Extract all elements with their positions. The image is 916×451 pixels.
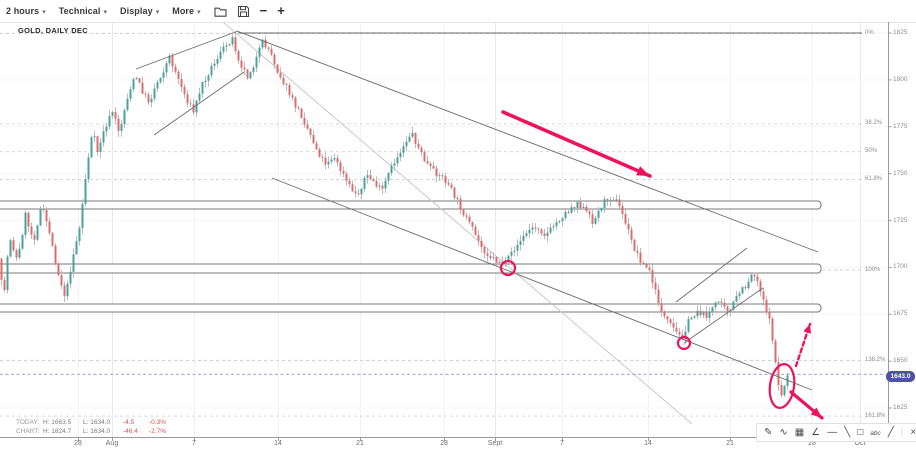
time-tick-label: 7 <box>560 440 564 447</box>
time-tick-label: Sept <box>487 440 503 447</box>
fib-grid-tool-icon[interactable]: ▦ <box>794 427 805 438</box>
price-tick-label: 1625 <box>893 404 908 411</box>
last-price-tag: 1643.0 <box>886 370 915 382</box>
price-tick-label: 1775 <box>893 122 908 130</box>
diagonal-line-tool-icon[interactable]: ╲ <box>844 427 851 438</box>
chart-high: H: 1824.7 <box>43 428 72 435</box>
today-low: L: 1634.0 <box>83 419 111 426</box>
chevron-down-icon: ▾ <box>197 8 201 16</box>
low-candles-ellipse[interactable] <box>767 363 797 410</box>
support-zone-band-2[interactable] <box>0 303 822 313</box>
fib-level-label: 100% <box>865 266 881 273</box>
fib-level-label: 161.8% <box>865 412 886 419</box>
ohlc-stats: TODAY: H: 1663.5 L: 1634.0 -4.5 -0.3% CHART:… <box>16 418 175 436</box>
menu-technical-label: Technical <box>58 6 101 16</box>
continuation-down-arrow-head <box>810 407 822 418</box>
chart-area[interactable]: GOLD, DAILY DEC 0% 38.2% 50% 61.8% 100% 138.2… <box>0 22 916 451</box>
resistance-zone-band[interactable] <box>0 200 822 210</box>
fib-level-label: 0% <box>865 30 874 37</box>
chart-low: L: 1634.0 <box>83 428 111 435</box>
today-high: H: 1663.5 <box>43 419 72 426</box>
horizontal-line-tool-icon[interactable]: — <box>827 427 838 438</box>
fib-level-label: 38.2% <box>865 120 883 127</box>
chevron-down-icon: ▾ <box>155 8 160 16</box>
today-label: TODAY: <box>16 419 40 426</box>
candlestick-series <box>0 32 789 398</box>
today-change: -4.5 <box>123 419 135 426</box>
close-toolbar-icon[interactable]: × <box>910 427 916 438</box>
today-change-pct: -0.3% <box>149 419 166 426</box>
top-toolbar: 2 hours ▾ Technical ▾ Display ▾ More ▾ −… <box>0 0 916 23</box>
symbol-label: GOLD, DAILY DEC <box>18 26 88 35</box>
text-tool-icon[interactable]: abc <box>870 430 881 437</box>
time-tick-label: 14 <box>274 440 282 447</box>
chart-change: -46.4 <box>123 428 138 435</box>
time-tick-label: 14 <box>644 440 652 447</box>
channel-lower-line[interactable] <box>271 177 813 391</box>
menu-more-label: More <box>172 6 195 16</box>
drawing-toolbar: ✎ ∿ ▦ ∠ — ╲ □ abc ╱ | × <box>756 423 916 442</box>
interval-menu[interactable]: 2 hours ▾ <box>6 6 46 16</box>
time-tick-label: Aug <box>105 440 119 447</box>
price-tick-label: 1800 <box>893 75 908 83</box>
wedge-lower-line[interactable] <box>153 71 245 136</box>
menu-more[interactable]: More ▾ <box>172 6 200 16</box>
breakdown-circle-2[interactable] <box>676 335 692 351</box>
fib-level-label: 138.2% <box>865 356 886 363</box>
price-tick-label: 1750 <box>893 169 908 177</box>
bounce-up-arrow-head <box>803 324 811 334</box>
fib-level-label: 61.8% <box>865 176 883 183</box>
time-tick-label: 28 <box>74 440 82 447</box>
chevron-down-icon: ▾ <box>42 8 46 16</box>
candlestick-chart[interactable] <box>0 22 916 451</box>
time-tick-label: 28 <box>440 440 448 447</box>
time-tick-label: 21 <box>726 440 734 447</box>
chart-label: CHART: <box>16 428 40 435</box>
save-icon[interactable] <box>237 5 250 18</box>
chevron-down-icon: ▾ <box>103 8 107 16</box>
breakdown-circle-1[interactable] <box>499 259 517 277</box>
price-tick-label: 1675 <box>893 310 908 318</box>
support-zone-band-1[interactable] <box>0 263 822 274</box>
time-tick-label: 28 <box>808 440 816 447</box>
zoom-in-button[interactable]: + <box>277 3 285 18</box>
downtrend-arrow-head <box>636 166 650 176</box>
wedge-upper-line[interactable] <box>135 30 239 70</box>
menu-technical[interactable]: Technical ▾ <box>59 6 107 16</box>
zoom-out-button[interactable]: − <box>259 3 268 18</box>
menu-display[interactable]: Display ▾ <box>120 6 159 16</box>
channel-upper-line[interactable] <box>236 30 819 253</box>
chart-stats-row: CHART: H: 1824.7 L: 1634.0 -46.4 -2.7% <box>16 427 175 436</box>
downtrend-arrow[interactable] <box>501 110 652 178</box>
flag-upper-line[interactable] <box>675 247 748 303</box>
interval-label: 2 hours <box>6 6 40 16</box>
time-tick-label: 21 <box>356 440 364 447</box>
price-tick-label: 1650 <box>893 357 908 365</box>
time-tick-label: 7 <box>192 440 196 447</box>
slash-tool-icon[interactable]: ╱ <box>887 427 894 438</box>
flag-lower-line[interactable] <box>683 287 764 344</box>
open-chart-icon[interactable] <box>214 5 227 18</box>
pencil-tool-icon[interactable]: ✎ <box>764 427 773 438</box>
divider: | <box>900 427 904 438</box>
trend-angle-tool-icon[interactable]: ∠ <box>811 427 821 438</box>
fib-level-label: 50% <box>865 148 878 155</box>
today-stats-row: TODAY: H: 1663.5 L: 1634.0 -4.5 -0.3% <box>16 418 175 427</box>
pink-annotations <box>499 110 824 420</box>
menu-display-label: Display <box>120 6 153 16</box>
curve-tool-icon[interactable]: ∿ <box>779 427 788 438</box>
price-tick-label: 1700 <box>893 263 908 271</box>
price-tick-label: 1825 <box>893 29 908 36</box>
chart-change-pct: -2.7% <box>149 428 166 435</box>
price-tick-label: 1725 <box>893 216 908 224</box>
time-tick-label: Oct <box>854 440 866 447</box>
rectangle-tool-icon[interactable]: □ <box>857 427 864 438</box>
gann-fan-line[interactable] <box>222 22 693 425</box>
